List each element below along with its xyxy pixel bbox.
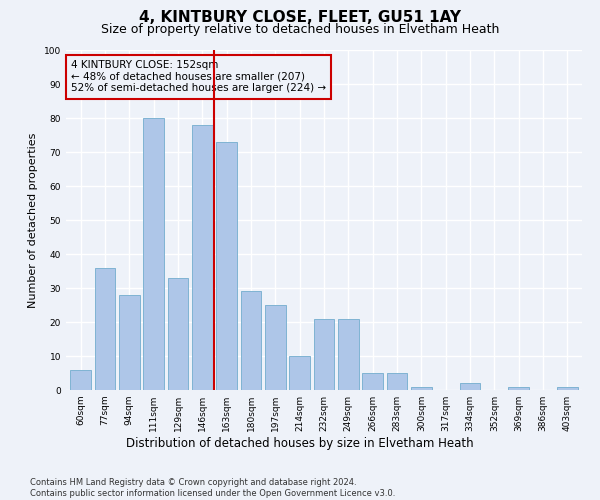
Bar: [460, 383, 481, 390]
Bar: [265, 305, 286, 390]
Bar: [216, 142, 237, 390]
Bar: [557, 386, 578, 390]
Bar: [314, 318, 334, 390]
Y-axis label: Number of detached properties: Number of detached properties: [28, 132, 38, 308]
Bar: [70, 370, 91, 390]
Bar: [95, 268, 115, 390]
Bar: [508, 386, 529, 390]
Bar: [362, 373, 383, 390]
Bar: [192, 125, 212, 390]
Bar: [289, 356, 310, 390]
Bar: [411, 386, 432, 390]
Text: Size of property relative to detached houses in Elvetham Heath: Size of property relative to detached ho…: [101, 22, 499, 36]
Bar: [241, 292, 262, 390]
Text: Contains HM Land Registry data © Crown copyright and database right 2024.
Contai: Contains HM Land Registry data © Crown c…: [30, 478, 395, 498]
Bar: [143, 118, 164, 390]
Bar: [167, 278, 188, 390]
Bar: [119, 295, 140, 390]
Text: 4 KINTBURY CLOSE: 152sqm
← 48% of detached houses are smaller (207)
52% of semi-: 4 KINTBURY CLOSE: 152sqm ← 48% of detach…: [71, 60, 326, 94]
Bar: [338, 318, 359, 390]
Text: 4, KINTBURY CLOSE, FLEET, GU51 1AY: 4, KINTBURY CLOSE, FLEET, GU51 1AY: [139, 10, 461, 25]
Bar: [386, 373, 407, 390]
Text: Distribution of detached houses by size in Elvetham Heath: Distribution of detached houses by size …: [126, 438, 474, 450]
